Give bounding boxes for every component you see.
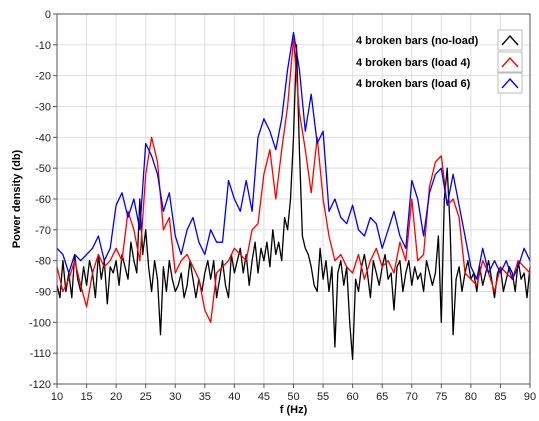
x-tick-label: 65 (376, 391, 388, 403)
series-layer (56, 31, 531, 360)
x-tick-label: 80 (465, 391, 477, 403)
y-axis-title: Power density (db) (11, 149, 23, 248)
series-line-3 (56, 31, 531, 280)
legend-label-3: 4 broken bars (load 6) (356, 78, 471, 90)
x-tick-label: 85 (494, 391, 506, 403)
x-tick-label: 60 (347, 391, 359, 403)
x-tick-label: 45 (258, 391, 270, 403)
series-line-2 (56, 38, 531, 323)
y-tick-label: -110 (30, 348, 51, 360)
legend-swatch-1 (501, 34, 519, 46)
x-tick-label: 35 (199, 391, 211, 403)
y-tick-label: 0 (45, 9, 51, 21)
series-line-1 (56, 44, 531, 360)
legend-label-1: 4 broken bars (no-load) (356, 35, 479, 47)
x-tick-label: 90 (524, 391, 536, 403)
y-tick-label: -10 (35, 40, 51, 52)
x-tick-label: 40 (228, 391, 240, 403)
x-tick-label: 25 (140, 391, 152, 403)
x-tick-label: 15 (80, 391, 92, 403)
x-tick-label: 70 (406, 391, 418, 403)
legend-swatch-box-3 (497, 72, 523, 94)
y-tick-label: -40 (35, 132, 51, 144)
x-tick-label: 30 (169, 391, 181, 403)
y-tick-label: -30 (35, 102, 51, 114)
y-axis: 0 -10 -20 -30 -40 -50 -60 -70 -80 -90 -100 -110 -120 (29, 9, 57, 391)
x-axis-title: f (Hz) (280, 404, 308, 416)
x-axis: 10 15 20 25 30 35 40 45 50 55 60 65 70 75 80 85 90 (51, 384, 536, 403)
y-tick-label: -20 (35, 71, 51, 83)
legend-swatch-box-2 (497, 51, 523, 73)
legend-swatch-box-1 (497, 29, 523, 51)
legend-label-2: 4 broken bars (load 4) (356, 57, 471, 69)
legend-swatch-3 (501, 77, 519, 89)
x-tick-label: 75 (435, 391, 447, 403)
legend-swatch-2 (501, 56, 519, 68)
y-tick-label: -120 (29, 379, 51, 391)
legend: 4 broken bars (no-load) 4 broken bars (lo… (356, 29, 523, 94)
x-tick-label: 10 (51, 391, 63, 403)
y-tick-label: -90 (35, 287, 51, 299)
y-tick-label: -70 (35, 225, 51, 237)
y-tick-label: -100 (29, 317, 51, 329)
y-tick-label: -80 (35, 256, 51, 268)
x-tick-label: 55 (317, 391, 329, 403)
x-tick-label: 20 (110, 391, 122, 403)
x-tick-label: 50 (287, 391, 299, 403)
y-tick-label: -50 (35, 163, 51, 175)
y-tick-label: -60 (35, 194, 51, 206)
